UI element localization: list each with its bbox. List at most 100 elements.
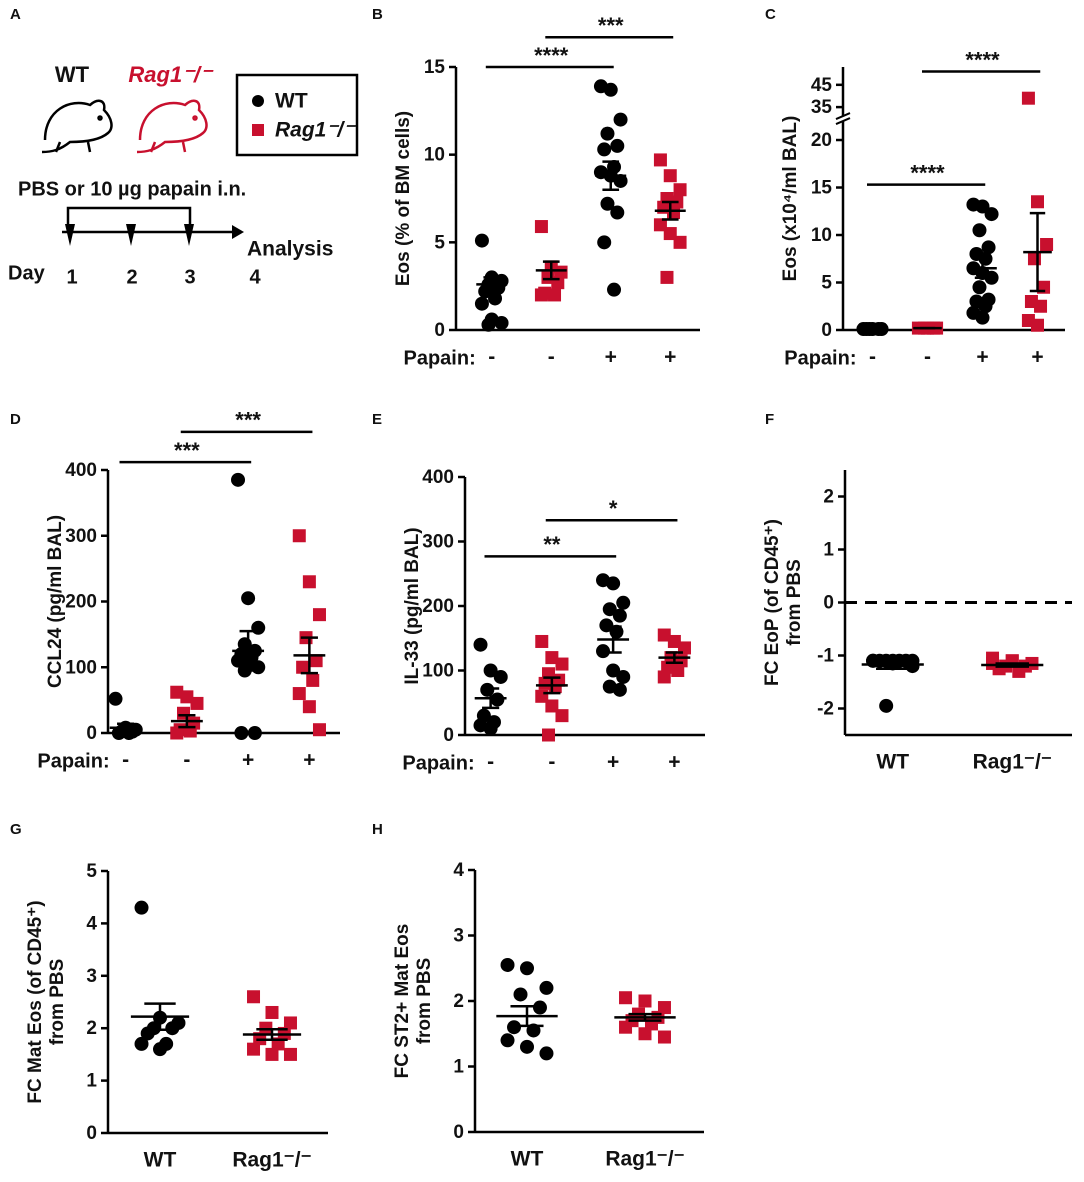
data-point bbox=[616, 669, 631, 684]
legend-box bbox=[235, 73, 359, 157]
data-point bbox=[1031, 195, 1044, 209]
legend-label: WT bbox=[275, 90, 308, 113]
y-tick-label: 100 bbox=[422, 661, 454, 682]
y-tick-label: 15 bbox=[424, 57, 446, 78]
x-tick-label: - bbox=[488, 346, 495, 369]
chart: B 0 5 10 15 Eos (% of BM cells) - - + + Papain: ***… bbox=[372, 6, 700, 369]
data-point bbox=[619, 1020, 633, 1034]
panel-letter: A bbox=[10, 6, 21, 23]
y-tick-label: 1 bbox=[86, 1071, 97, 1092]
sem-bar bbox=[144, 1002, 176, 1032]
axis-break bbox=[835, 117, 851, 125]
data-point bbox=[555, 657, 569, 671]
chart: F -2 -1 0 1 2 FC EoP (of CD45⁺) from PBS WT Rag1⁻… bbox=[762, 411, 1072, 774]
data-point bbox=[555, 709, 569, 723]
x-tick-label: - bbox=[548, 346, 555, 369]
day: 3 bbox=[184, 266, 195, 288]
chart: H 0 1 2 3 4 FC ST2+ Mat Eos from PBS WT Rag1⁻/⁻ bbox=[372, 821, 704, 1171]
x-tick-label: WT bbox=[144, 1149, 177, 1172]
data-point bbox=[548, 288, 562, 302]
data-point bbox=[657, 670, 671, 684]
y-tick-label: 4 bbox=[453, 860, 464, 881]
data-point bbox=[302, 700, 316, 714]
mouse-icon bbox=[41, 99, 113, 154]
legend-marker bbox=[252, 95, 264, 107]
data-point bbox=[520, 961, 534, 976]
data-point bbox=[657, 1001, 671, 1015]
data-point bbox=[306, 673, 320, 687]
timeline-arrow bbox=[232, 225, 244, 239]
panel-letter: C bbox=[765, 6, 776, 23]
y-tick-label: 200 bbox=[422, 596, 454, 617]
data-point bbox=[610, 205, 625, 220]
data-point bbox=[1034, 299, 1048, 313]
y-axis-label: IL-33 (pg/ml BAL) bbox=[402, 527, 423, 684]
day: 2 bbox=[126, 266, 137, 288]
data-point bbox=[599, 618, 614, 633]
x-tick-label: - bbox=[869, 346, 876, 369]
x-axis-label: Papain: bbox=[402, 752, 474, 774]
data-point bbox=[474, 296, 489, 311]
data-point bbox=[616, 595, 631, 610]
significance-label: ** bbox=[543, 532, 561, 557]
y-tick-label: 1 bbox=[453, 1057, 464, 1078]
x-tick-label: Rag1⁻/⁻ bbox=[973, 751, 1052, 774]
data-point bbox=[619, 991, 633, 1005]
data-point bbox=[673, 235, 687, 249]
mouse-label: Rag1⁻/⁻ bbox=[128, 62, 214, 87]
sem-bar bbox=[483, 276, 501, 293]
y-tick-label: 20 bbox=[811, 130, 832, 151]
data-point bbox=[596, 644, 611, 659]
day: 4 bbox=[249, 266, 261, 288]
y-tick-label: 0 bbox=[443, 725, 454, 746]
significance-label: * bbox=[609, 496, 618, 521]
data-point bbox=[490, 692, 505, 707]
x-tick-label: Rag1⁻/⁻ bbox=[232, 1149, 311, 1172]
data-point bbox=[283, 1016, 297, 1030]
data-point bbox=[1021, 91, 1035, 105]
x-tick-label: + bbox=[607, 751, 619, 774]
data-point bbox=[134, 900, 149, 915]
y-tick-label: -1 bbox=[817, 646, 834, 667]
x-tick-label: - bbox=[183, 749, 190, 772]
data-point bbox=[520, 1039, 534, 1054]
chart: E 0 100 200 300 400 IL-33 (pg/ml BAL) - - + + Papai… bbox=[372, 411, 705, 774]
data-point bbox=[312, 608, 326, 622]
x-tick-label: + bbox=[664, 346, 676, 369]
y-tick-label: 0 bbox=[823, 593, 834, 614]
x-tick-label: WT bbox=[511, 1148, 544, 1171]
x-tick-label: - bbox=[487, 751, 494, 774]
axis-break bbox=[835, 112, 851, 120]
y-tick-label: 400 bbox=[65, 460, 97, 481]
y-tick-label: 400 bbox=[422, 467, 454, 488]
x-tick-label: Rag1⁻/⁻ bbox=[605, 1148, 684, 1171]
y-tick-label: 5 bbox=[821, 273, 832, 294]
data-point bbox=[1012, 664, 1026, 678]
y-axis-label: FC ST2+ Mat Eos bbox=[392, 924, 413, 1079]
y-tick-label: -2 bbox=[817, 699, 834, 720]
data-point bbox=[660, 270, 674, 284]
data-point bbox=[538, 676, 552, 690]
data-point bbox=[302, 575, 316, 589]
data-point bbox=[534, 220, 548, 234]
mouse-label: WT bbox=[55, 62, 90, 87]
data-point bbox=[283, 1047, 297, 1061]
data-point bbox=[542, 728, 556, 742]
significance-label: **** bbox=[965, 47, 1000, 72]
y-tick-label: 0 bbox=[434, 320, 445, 341]
y-tick-label: 15 bbox=[811, 178, 833, 199]
sem-bar bbox=[256, 1028, 288, 1041]
data-point bbox=[170, 685, 184, 699]
data-point bbox=[190, 696, 204, 710]
data-point bbox=[612, 682, 627, 697]
x-tick-label: - bbox=[924, 346, 931, 369]
data-point bbox=[532, 1000, 547, 1015]
significance-label: *** bbox=[174, 438, 200, 463]
data-point bbox=[545, 651, 559, 665]
panel-letter: H bbox=[372, 821, 383, 838]
data-point bbox=[597, 235, 612, 250]
x-axis-label: Papain: bbox=[37, 750, 109, 772]
data-point bbox=[981, 240, 996, 255]
sem-bar bbox=[510, 1004, 544, 1028]
significance-label: **** bbox=[534, 43, 569, 68]
